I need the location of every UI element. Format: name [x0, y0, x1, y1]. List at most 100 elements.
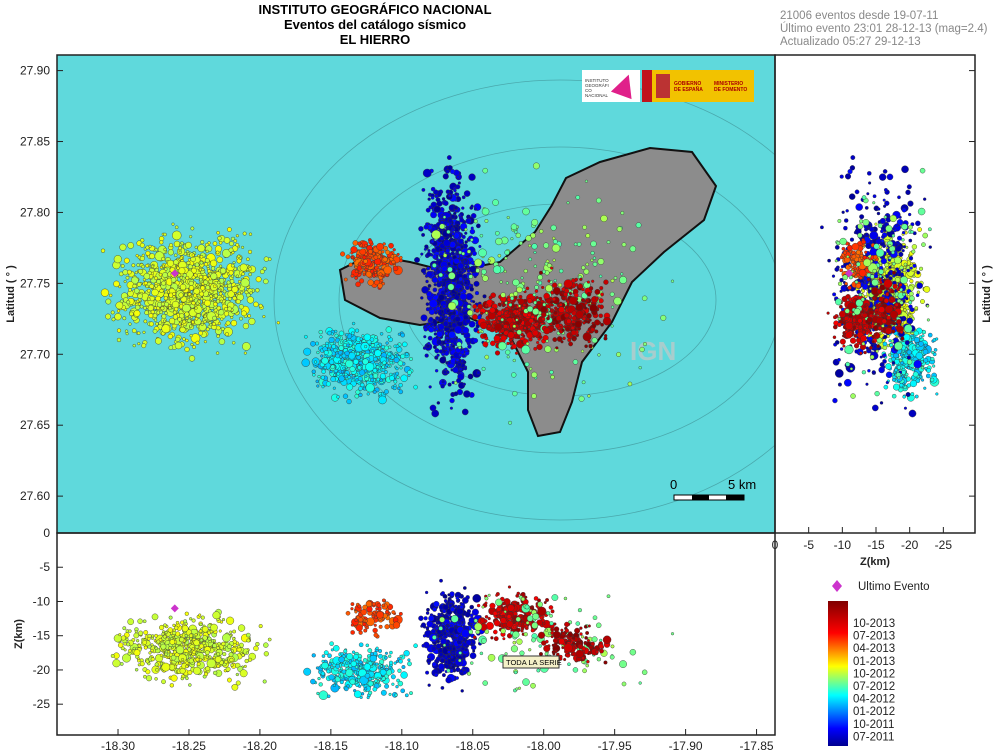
seismic-event [151, 288, 159, 297]
seismic-event [515, 232, 521, 238]
seismic-event [566, 318, 572, 324]
seismic-event [163, 247, 167, 252]
seismic-event [497, 253, 502, 258]
seismic-event [152, 328, 158, 334]
seismic-event [168, 306, 172, 310]
seismic-event [441, 278, 445, 282]
seismic-event [336, 371, 341, 376]
seismic-event [481, 269, 487, 275]
seismic-event [536, 340, 540, 345]
seismic-event [439, 315, 443, 319]
seismic-event [516, 321, 520, 325]
seismic-event [168, 243, 174, 248]
seismic-event [357, 376, 363, 382]
seismic-event [215, 325, 221, 331]
seismic-event [510, 223, 518, 230]
seismic-event [379, 332, 384, 336]
seismic-event [227, 227, 232, 232]
seismic-event [393, 357, 400, 363]
seismic-event [242, 342, 251, 351]
seismic-event [474, 258, 483, 267]
seismic-event [670, 279, 675, 283]
seismic-event [433, 283, 437, 287]
seismic-event [587, 303, 591, 307]
seismic-event [438, 272, 443, 278]
seismic-event [566, 201, 570, 205]
seismic-event [414, 257, 420, 263]
seismic-event [190, 226, 195, 231]
seismic-event [219, 299, 223, 303]
seismic-event [133, 309, 141, 317]
seismic-event [569, 296, 578, 305]
seismic-event [578, 395, 585, 402]
seismic-event [906, 268, 910, 273]
seismic-event [161, 280, 166, 286]
seismic-event [187, 292, 192, 297]
seismic-event [161, 256, 166, 261]
seismic-event [906, 184, 912, 190]
seismic-event [837, 358, 841, 362]
seismic-event [373, 382, 377, 386]
seismic-event [216, 334, 220, 339]
seismic-event [454, 192, 458, 196]
seismic-event [179, 283, 187, 291]
seismic-event [585, 262, 589, 267]
seismic-event [195, 301, 200, 306]
seismic-event [262, 315, 266, 319]
seismic-event [458, 270, 462, 274]
seismic-event [901, 249, 905, 253]
seismic-event [458, 213, 462, 218]
seismic-event [464, 265, 468, 269]
seismic-event [145, 245, 150, 250]
seismic-event [134, 288, 140, 294]
seismic-event [147, 297, 151, 301]
seismic-event [872, 194, 877, 199]
seismic-event [914, 394, 919, 399]
seismic-event [451, 227, 455, 231]
seismic-event [485, 311, 489, 315]
seismic-event [840, 264, 845, 269]
seismic-event [330, 376, 336, 382]
seismic-event [447, 297, 451, 301]
seismic-event [116, 328, 122, 333]
seismic-event [586, 312, 592, 319]
seismic-event [571, 315, 577, 321]
seismic-event [464, 231, 468, 235]
seismic-event [603, 334, 608, 338]
seismic-event [421, 286, 429, 294]
seismic-event [237, 254, 241, 259]
seismic-event [167, 333, 173, 340]
seismic-event [542, 302, 547, 307]
seismic-event [909, 379, 918, 388]
seismic-event [913, 330, 919, 336]
seismic-event [443, 200, 449, 206]
seismic-event [398, 389, 404, 395]
seismic-event [428, 316, 434, 322]
seismic-event [902, 245, 906, 249]
seismic-event [464, 240, 468, 244]
seismic-event [243, 351, 247, 355]
seismic-event [232, 261, 236, 265]
seismic-event [486, 339, 490, 343]
seismic-event [178, 250, 182, 254]
seismic-event [342, 393, 349, 399]
seismic-event [209, 323, 213, 327]
seismic-event [894, 243, 899, 248]
seismic-event [247, 249, 253, 254]
seismic-event [317, 374, 321, 379]
seismic-event [570, 329, 577, 336]
seismic-event [453, 257, 460, 265]
seismic-event [535, 322, 539, 326]
seismic-event [143, 272, 151, 280]
seismic-event [215, 351, 220, 355]
seismic-event [518, 308, 522, 312]
seismic-event [213, 284, 217, 289]
seismic-event [400, 332, 405, 338]
seismic-event [536, 300, 541, 305]
seismic-event [545, 339, 549, 343]
seismic-event [462, 259, 467, 263]
seismic-event [161, 324, 171, 334]
seismic-event [171, 300, 180, 309]
seismic-event [328, 336, 335, 343]
seismic-event [203, 279, 209, 285]
